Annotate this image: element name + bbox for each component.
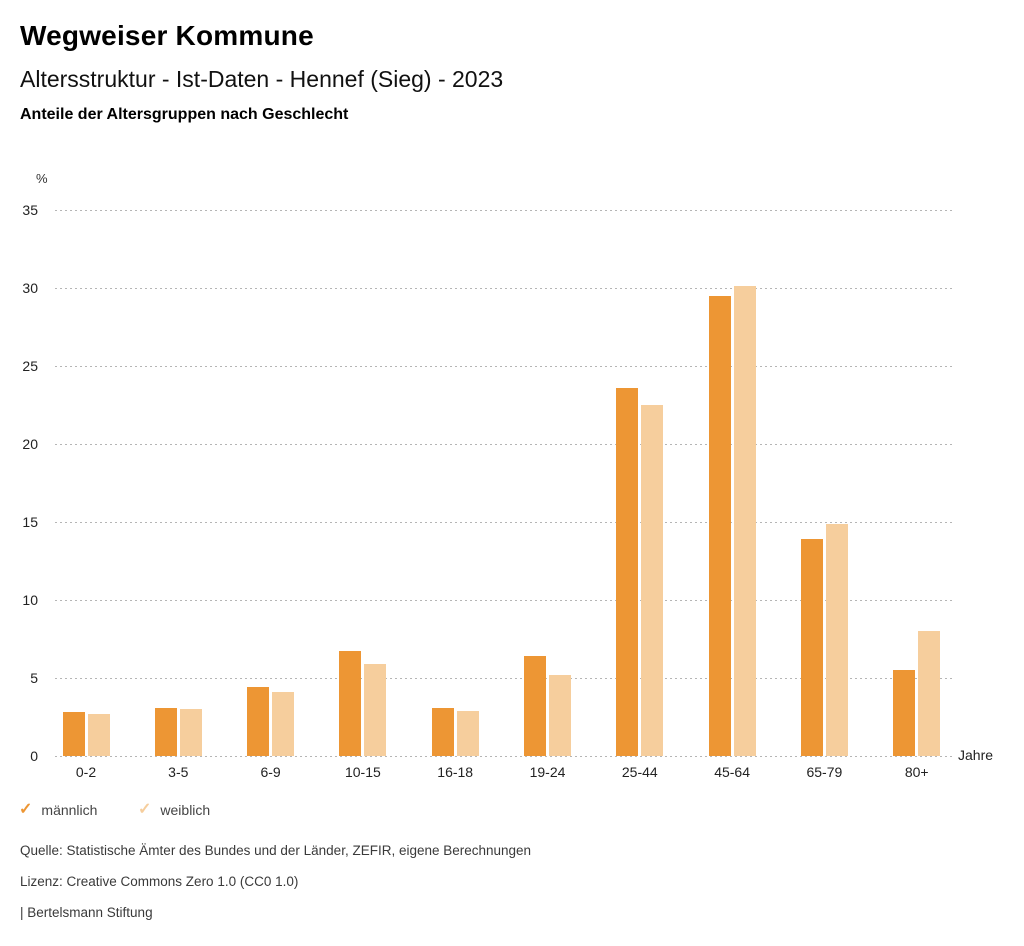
x-tick-label-10-15: 10-15	[344, 764, 381, 780]
x-tick-label-16-18: 16-18	[437, 764, 474, 780]
gridline-0	[55, 756, 953, 757]
gridline-10	[55, 600, 953, 601]
source-text: Quelle: Statistische Ämter des Bundes un…	[20, 843, 532, 858]
bar-männlich-0-2	[62, 712, 85, 756]
bar-männlich-16-18	[431, 707, 454, 756]
y-tick-label-15: 15	[22, 514, 38, 530]
legend-label-maennlich: männlich	[41, 802, 98, 818]
gridline-15	[55, 522, 953, 523]
y-tick-label-35: 35	[22, 202, 38, 218]
x-tick-label-45-64: 45-64	[714, 764, 750, 780]
legend-item-maennlich[interactable]: ✓ männlich	[19, 801, 97, 819]
gridline-25	[55, 366, 953, 367]
license-text: Lizenz: Creative Commons Zero 1.0 (CC0 1…	[20, 874, 299, 889]
bar-männlich-3-5	[154, 707, 177, 756]
x-tick-label-3-5: 3-5	[168, 764, 189, 780]
y-tick-label-10: 10	[22, 592, 38, 608]
gridline-35	[55, 210, 953, 211]
y-tick-label-25: 25	[22, 358, 38, 374]
x-tick-label-6-9: 6-9	[260, 764, 281, 780]
page-title: Wegweiser Kommune	[20, 20, 314, 51]
y-tick-label-0: 0	[30, 748, 38, 764]
bar-weiblich-19-24	[549, 674, 571, 756]
x-axis-unit-label: Jahre	[958, 747, 994, 763]
x-tick-label-19-24: 19-24	[529, 764, 566, 780]
legend-label-weiblich: weiblich	[160, 802, 211, 818]
chart-subtitle: Altersstruktur - Ist-Daten - Hennef (Sie…	[20, 66, 504, 92]
bar-weiblich-25-44	[641, 405, 664, 756]
bar-männlich-80+	[893, 670, 916, 756]
y-tick-label-5: 5	[30, 670, 38, 686]
bar-männlich-65-79	[800, 539, 823, 756]
x-tick-label-65-79: 65-79	[806, 764, 843, 780]
y-tick-label-20: 20	[22, 436, 38, 452]
x-tick-label-0-2: 0-2	[75, 764, 97, 780]
gridline-20	[55, 444, 953, 445]
bar-weiblich-16-18	[456, 710, 479, 756]
bar-männlich-45-64	[708, 295, 731, 756]
bar-männlich-6-9	[247, 687, 270, 756]
bar-männlich-10-15	[339, 651, 362, 756]
legend-item-weiblich[interactable]: ✓ weiblich	[138, 801, 210, 819]
bar-weiblich-65-79	[825, 523, 848, 756]
bar-männlich-19-24	[524, 656, 546, 756]
attribution-text: | Bertelsmann Stiftung	[20, 905, 153, 920]
y-axis-unit-label: %	[36, 171, 48, 186]
bar-weiblich-3-5	[179, 709, 202, 756]
x-tick-label-80+: 80+	[904, 764, 929, 780]
bar-weiblich-6-9	[272, 692, 295, 756]
bar-weiblich-0-2	[87, 713, 110, 756]
y-tick-label-30: 30	[22, 280, 38, 296]
bar-weiblich-45-64	[733, 286, 756, 756]
gridline-30	[55, 288, 953, 289]
chart-heading: Anteile der Altersgruppen nach Geschlech…	[20, 106, 349, 123]
check-icon: ✓	[138, 801, 152, 818]
bar-weiblich-10-15	[364, 663, 387, 756]
gridline-5	[55, 678, 953, 679]
check-icon: ✓	[19, 801, 33, 818]
bar-männlich-25-44	[616, 387, 639, 756]
bar-weiblich-80+	[918, 631, 941, 756]
x-tick-label-25-44: 25-44	[621, 764, 658, 780]
